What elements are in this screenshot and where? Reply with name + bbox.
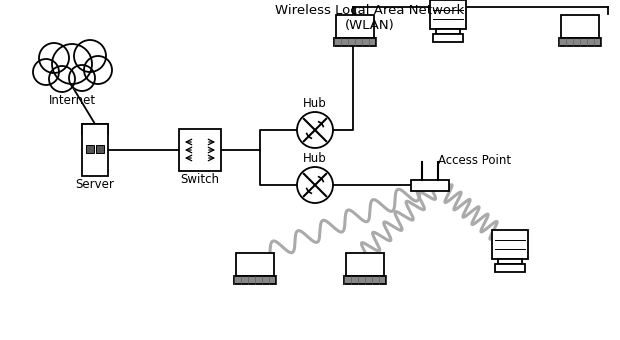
Bar: [86, 145, 94, 153]
Text: Switch: Switch: [180, 173, 219, 186]
Bar: [82, 124, 108, 134]
Bar: [495, 265, 525, 272]
Text: Hub: Hub: [303, 97, 327, 110]
Bar: [179, 129, 221, 171]
Circle shape: [52, 44, 92, 84]
Text: Hub: Hub: [303, 152, 327, 165]
Bar: [334, 38, 376, 46]
Bar: [430, 0, 466, 29]
Bar: [411, 180, 449, 190]
Bar: [96, 145, 104, 153]
Bar: [492, 230, 528, 259]
Bar: [345, 276, 386, 284]
Circle shape: [69, 65, 95, 91]
Bar: [436, 29, 460, 34]
Circle shape: [297, 112, 333, 148]
Bar: [559, 38, 601, 46]
Text: Internet: Internet: [48, 94, 95, 107]
Circle shape: [84, 56, 112, 84]
Circle shape: [33, 59, 59, 85]
Bar: [561, 15, 599, 38]
Circle shape: [39, 43, 69, 73]
Bar: [82, 124, 108, 176]
Bar: [234, 276, 275, 284]
Text: Server: Server: [76, 178, 115, 191]
Bar: [236, 253, 274, 276]
Text: Wireless Local Area Network
(WLAN): Wireless Local Area Network (WLAN): [275, 4, 464, 32]
Circle shape: [49, 66, 75, 92]
Bar: [336, 15, 374, 38]
Circle shape: [297, 167, 333, 203]
Bar: [433, 34, 463, 42]
Circle shape: [74, 40, 106, 72]
Text: Access Point: Access Point: [438, 154, 512, 167]
Bar: [498, 259, 522, 265]
Bar: [346, 253, 384, 276]
